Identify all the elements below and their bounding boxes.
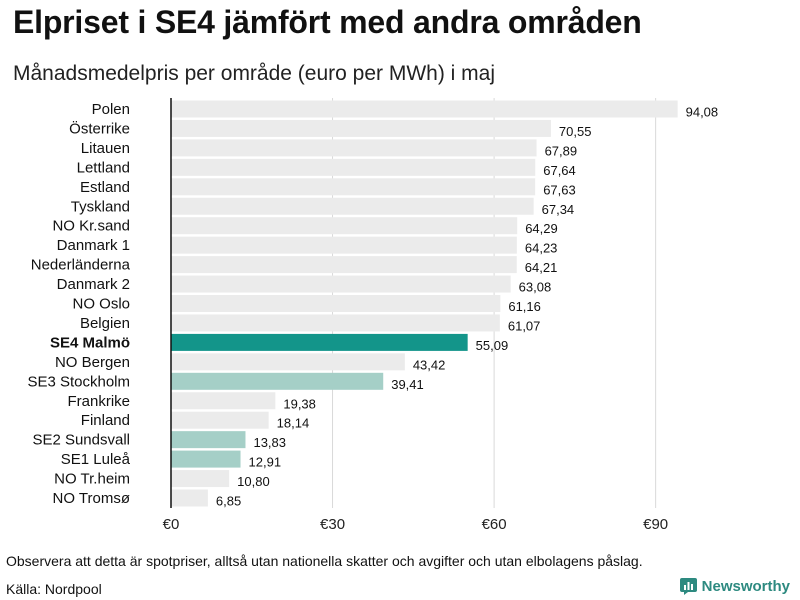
value-label: 63,08 (519, 280, 552, 295)
bar (171, 372, 384, 390)
x-tick-label: €60 (482, 516, 507, 533)
value-label: 64,21 (525, 260, 558, 275)
bar (171, 353, 405, 371)
category-label: Lettland (77, 159, 130, 176)
value-label: 64,29 (525, 221, 558, 236)
brand-name: Newsworthy (701, 578, 790, 595)
category-label: Polen (92, 101, 130, 118)
value-label: 61,16 (508, 299, 541, 314)
category-label: SE4 Malmö (50, 334, 130, 351)
value-label: 6,85 (216, 494, 241, 509)
bar (171, 139, 537, 157)
bar (171, 275, 511, 293)
bar (171, 236, 517, 254)
bar (171, 178, 536, 196)
category-label: Finland (81, 412, 130, 429)
bar (171, 197, 534, 215)
category-label: NO Tromsø (53, 490, 131, 507)
category-label: Tyskland (71, 198, 130, 215)
category-label: Danmark 1 (57, 237, 130, 254)
bar (171, 314, 500, 332)
category-label: Frankrike (67, 393, 130, 410)
value-label: 70,55 (559, 124, 592, 139)
value-label: 43,42 (413, 357, 446, 372)
bar (171, 450, 241, 468)
value-label: 19,38 (283, 396, 316, 411)
value-label: 67,64 (543, 163, 576, 178)
value-label: 39,41 (391, 377, 424, 392)
value-label: 64,23 (525, 241, 558, 256)
category-label: NO Tr.heim (54, 471, 130, 488)
x-tick-label: €30 (320, 516, 345, 533)
newsworthy-icon (679, 578, 697, 595)
category-label: SE1 Luleå (61, 451, 131, 468)
value-label: 94,08 (686, 105, 719, 120)
bar (171, 392, 276, 410)
chart-title: Elpriset i SE4 jämfört med andra områden (13, 4, 642, 40)
category-label: Litauen (81, 140, 130, 157)
bar (171, 119, 551, 137)
category-label: Danmark 2 (57, 276, 130, 293)
brand-logo[interactable]: Newsworthy (679, 578, 790, 595)
value-label: 67,34 (542, 202, 575, 217)
bar (171, 256, 517, 274)
x-tick-label: €0 (163, 516, 180, 533)
bar (171, 333, 468, 351)
bar (171, 411, 269, 429)
value-label: 13,83 (253, 435, 286, 450)
category-label: NO Kr.sand (52, 218, 130, 235)
category-label: Estland (80, 179, 130, 196)
bar (171, 489, 208, 507)
category-label: Nederländerna (31, 257, 131, 274)
value-label: 67,63 (543, 182, 576, 197)
category-label: Österrike (69, 119, 130, 137)
category-label: SE2 Sundsvall (32, 432, 130, 449)
value-label: 67,89 (545, 143, 578, 158)
category-label: NO Bergen (55, 354, 130, 371)
value-label: 18,14 (277, 416, 310, 431)
value-label: 55,09 (476, 338, 509, 353)
bar (171, 100, 678, 118)
value-label: 61,07 (508, 318, 541, 333)
value-label: 12,91 (249, 455, 282, 470)
bar (171, 431, 246, 449)
x-tick-label: €90 (643, 516, 668, 533)
source-note: Källa: Nordpool (6, 581, 102, 597)
bar (171, 217, 518, 235)
category-label: NO Oslo (72, 296, 130, 313)
bar (171, 158, 536, 176)
value-label: 10,80 (237, 474, 270, 489)
bar (171, 470, 230, 488)
footnote: Observera att detta är spotpriser, allts… (6, 553, 643, 569)
category-label: SE3 Stockholm (27, 373, 130, 390)
chart-subtitle: Månadsmedelpris per område (euro per MWh… (13, 62, 496, 85)
bar (171, 295, 501, 312)
category-label: Belgien (80, 315, 130, 332)
